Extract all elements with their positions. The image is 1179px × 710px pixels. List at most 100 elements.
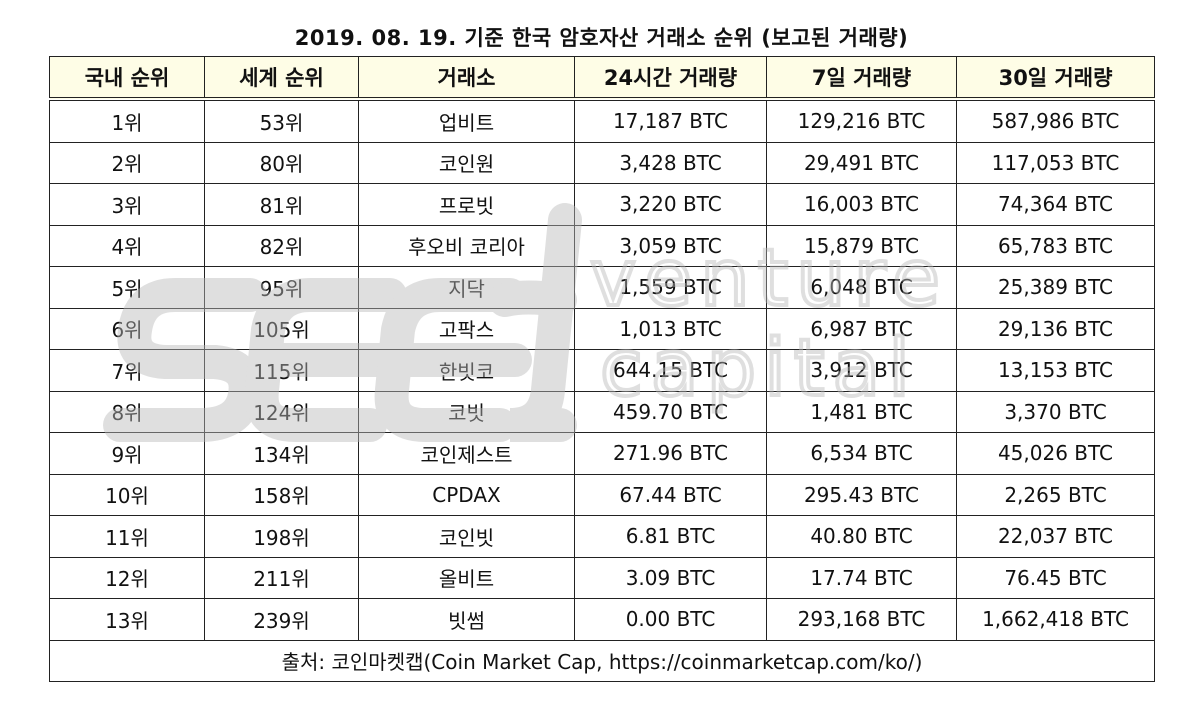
table-row: 12위 211위 올비트 3.09 BTC 17.74 BTC 76.45 BTC [49,556,1155,599]
cell-exchange-name: CPDAX [358,473,575,516]
header-row: 국내 순위 세계 순위 거래소 24시간 거래량 7일 거래량 30일 거래량 [49,56,1155,101]
table-row: 7위 115위 한빗코 644.15 BTC 3,912 BTC 13,153 BTC [49,349,1155,392]
cell-global-rank: 105위 [204,307,359,350]
cell-global-rank: 80위 [204,141,359,184]
cell-domestic-rank: 10위 [49,473,205,516]
cell-volume-7d: 16,003 BTC [766,183,957,226]
cell-domestic-rank: 11위 [49,515,205,558]
table-row: 6위 105위 고팍스 1,013 BTC 6,987 BTC 29,136 BTC [49,307,1155,350]
source-row: 출처: 코인마켓캡(Coin Market Cap, https://coinm… [49,639,1155,682]
cell-global-rank: 81위 [204,183,359,226]
cell-volume-7d: 1,481 BTC [766,390,957,433]
cell-volume-30d: 117,053 BTC [956,141,1155,184]
table-body: 1위 53위 업비트 17,187 BTC 129,216 BTC 587,986 BTC… [49,98,1155,641]
cell-volume-7d: 40.80 BTC [766,515,957,558]
header-volume-7d: 7일 거래량 [766,56,957,101]
table-title: 2019. 08. 19. 기준 한국 암호자산 거래소 순위 (보고된 거래량… [294,26,909,50]
table-row: 13위 239위 빗썸 0.00 BTC 293,168 BTC 1,662,418 BT… [49,598,1155,641]
cell-global-rank: 211위 [204,556,359,599]
table-row: 10위 158위 CPDAX 67.44 BTC 295.43 BTC 2,265 BTC [49,473,1155,516]
cell-volume-7d: 29,491 BTC [766,141,957,184]
cell-volume-24h: 1,013 BTC [574,307,767,350]
table-row: 4위 82위 후오비 코리아 3,059 BTC 15,879 BTC 65,783 BT… [49,224,1155,267]
cell-exchange-name: 업비트 [358,98,575,143]
cell-volume-7d: 6,987 BTC [766,307,957,350]
header-domestic-rank: 국내 순위 [49,56,205,101]
table-row: 5위 95위 지닥 1,559 BTC 6,048 BTC 25,389 BTC [49,266,1155,309]
cell-domestic-rank: 9위 [49,432,205,475]
cell-volume-30d: 3,370 BTC [956,390,1155,433]
cell-exchange-name: 코빗 [358,390,575,433]
cell-volume-7d: 17.74 BTC [766,556,957,599]
cell-volume-24h: 3,220 BTC [574,183,767,226]
cell-volume-30d: 2,265 BTC [956,473,1155,516]
cell-domestic-rank: 3위 [49,183,205,226]
cell-exchange-name: 코인원 [358,141,575,184]
cell-global-rank: 239위 [204,598,359,641]
source-note: 출처: 코인마켓캡(Coin Market Cap, https://coinm… [49,639,1155,682]
cell-volume-24h: 1,559 BTC [574,266,767,309]
cell-volume-24h: 644.15 BTC [574,349,767,392]
cell-global-rank: 53위 [204,98,359,143]
cell-volume-7d: 293,168 BTC [766,598,957,641]
cell-global-rank: 198위 [204,515,359,558]
cell-volume-24h: 17,187 BTC [574,98,767,143]
table-row: 11위 198위 코인빗 6.81 BTC 40.80 BTC 22,037 BTC [49,515,1155,558]
cell-domestic-rank: 2위 [49,141,205,184]
cell-volume-30d: 65,783 BTC [956,224,1155,267]
header-exchange: 거래소 [358,56,575,101]
cell-global-rank: 95위 [204,266,359,309]
cell-volume-30d: 29,136 BTC [956,307,1155,350]
cell-global-rank: 134위 [204,432,359,475]
cell-volume-7d: 129,216 BTC [766,98,957,143]
cell-exchange-name: 한빗코 [358,349,575,392]
cell-global-rank: 158위 [204,473,359,516]
cell-volume-24h: 271.96 BTC [574,432,767,475]
cell-exchange-name: 코인제스트 [358,432,575,475]
cell-volume-7d: 15,879 BTC [766,224,957,267]
table-row: 8위 124위 코빗 459.70 BTC 1,481 BTC 3,370 BTC [49,390,1155,433]
cell-global-rank: 124위 [204,390,359,433]
cell-volume-30d: 25,389 BTC [956,266,1155,309]
cell-domestic-rank: 13위 [49,598,205,641]
cell-exchange-name: 프로빗 [358,183,575,226]
cell-volume-30d: 13,153 BTC [956,349,1155,392]
cell-volume-24h: 459.70 BTC [574,390,767,433]
cell-exchange-name: 빗썸 [358,598,575,641]
cell-volume-30d: 74,364 BTC [956,183,1155,226]
table-row: 1위 53위 업비트 17,187 BTC 129,216 BTC 587,986 BTC [49,98,1155,143]
cell-volume-24h: 0.00 BTC [574,598,767,641]
cell-domestic-rank: 12위 [49,556,205,599]
cell-exchange-name: 올비트 [358,556,575,599]
cell-domestic-rank: 7위 [49,349,205,392]
cell-domestic-rank: 6위 [49,307,205,350]
cell-domestic-rank: 1위 [49,98,205,143]
table-row: 3위 81위 프로빗 3,220 BTC 16,003 BTC 74,364 BTC [49,183,1155,226]
cell-volume-24h: 67.44 BTC [574,473,767,516]
cell-volume-30d: 45,026 BTC [956,432,1155,475]
cell-volume-7d: 3,912 BTC [766,349,957,392]
cell-volume-24h: 3,059 BTC [574,224,767,267]
cell-exchange-name: 지닥 [358,266,575,309]
cell-volume-24h: 3,428 BTC [574,141,767,184]
header-volume-24h: 24시간 거래량 [574,56,767,101]
cell-volume-30d: 1,662,418 BTC [956,598,1155,641]
header-volume-30d: 30일 거래량 [956,56,1155,101]
cell-volume-30d: 22,037 BTC [956,515,1155,558]
cell-volume-24h: 3.09 BTC [574,556,767,599]
table-row: 2위 80위 코인원 3,428 BTC 29,491 BTC 117,053 BTC [49,141,1155,184]
cell-volume-7d: 6,534 BTC [766,432,957,475]
cell-volume-7d: 6,048 BTC [766,266,957,309]
table-row: 9위 134위 코인제스트 271.96 BTC 6,534 BTC 45,026 BTC [49,432,1155,475]
header-global-rank: 세계 순위 [204,56,359,101]
exchange-ranking-table: 국내 순위 세계 순위 거래소 24시간 거래량 7일 거래량 30일 거래량 … [49,56,1155,682]
cell-volume-24h: 6.81 BTC [574,515,767,558]
cell-exchange-name: 고팍스 [358,307,575,350]
cell-domestic-rank: 8위 [49,390,205,433]
cell-domestic-rank: 5위 [49,266,205,309]
cell-volume-30d: 587,986 BTC [956,98,1155,143]
cell-global-rank: 82위 [204,224,359,267]
cell-exchange-name: 코인빗 [358,515,575,558]
cell-global-rank: 115위 [204,349,359,392]
cell-volume-7d: 295.43 BTC [766,473,957,516]
